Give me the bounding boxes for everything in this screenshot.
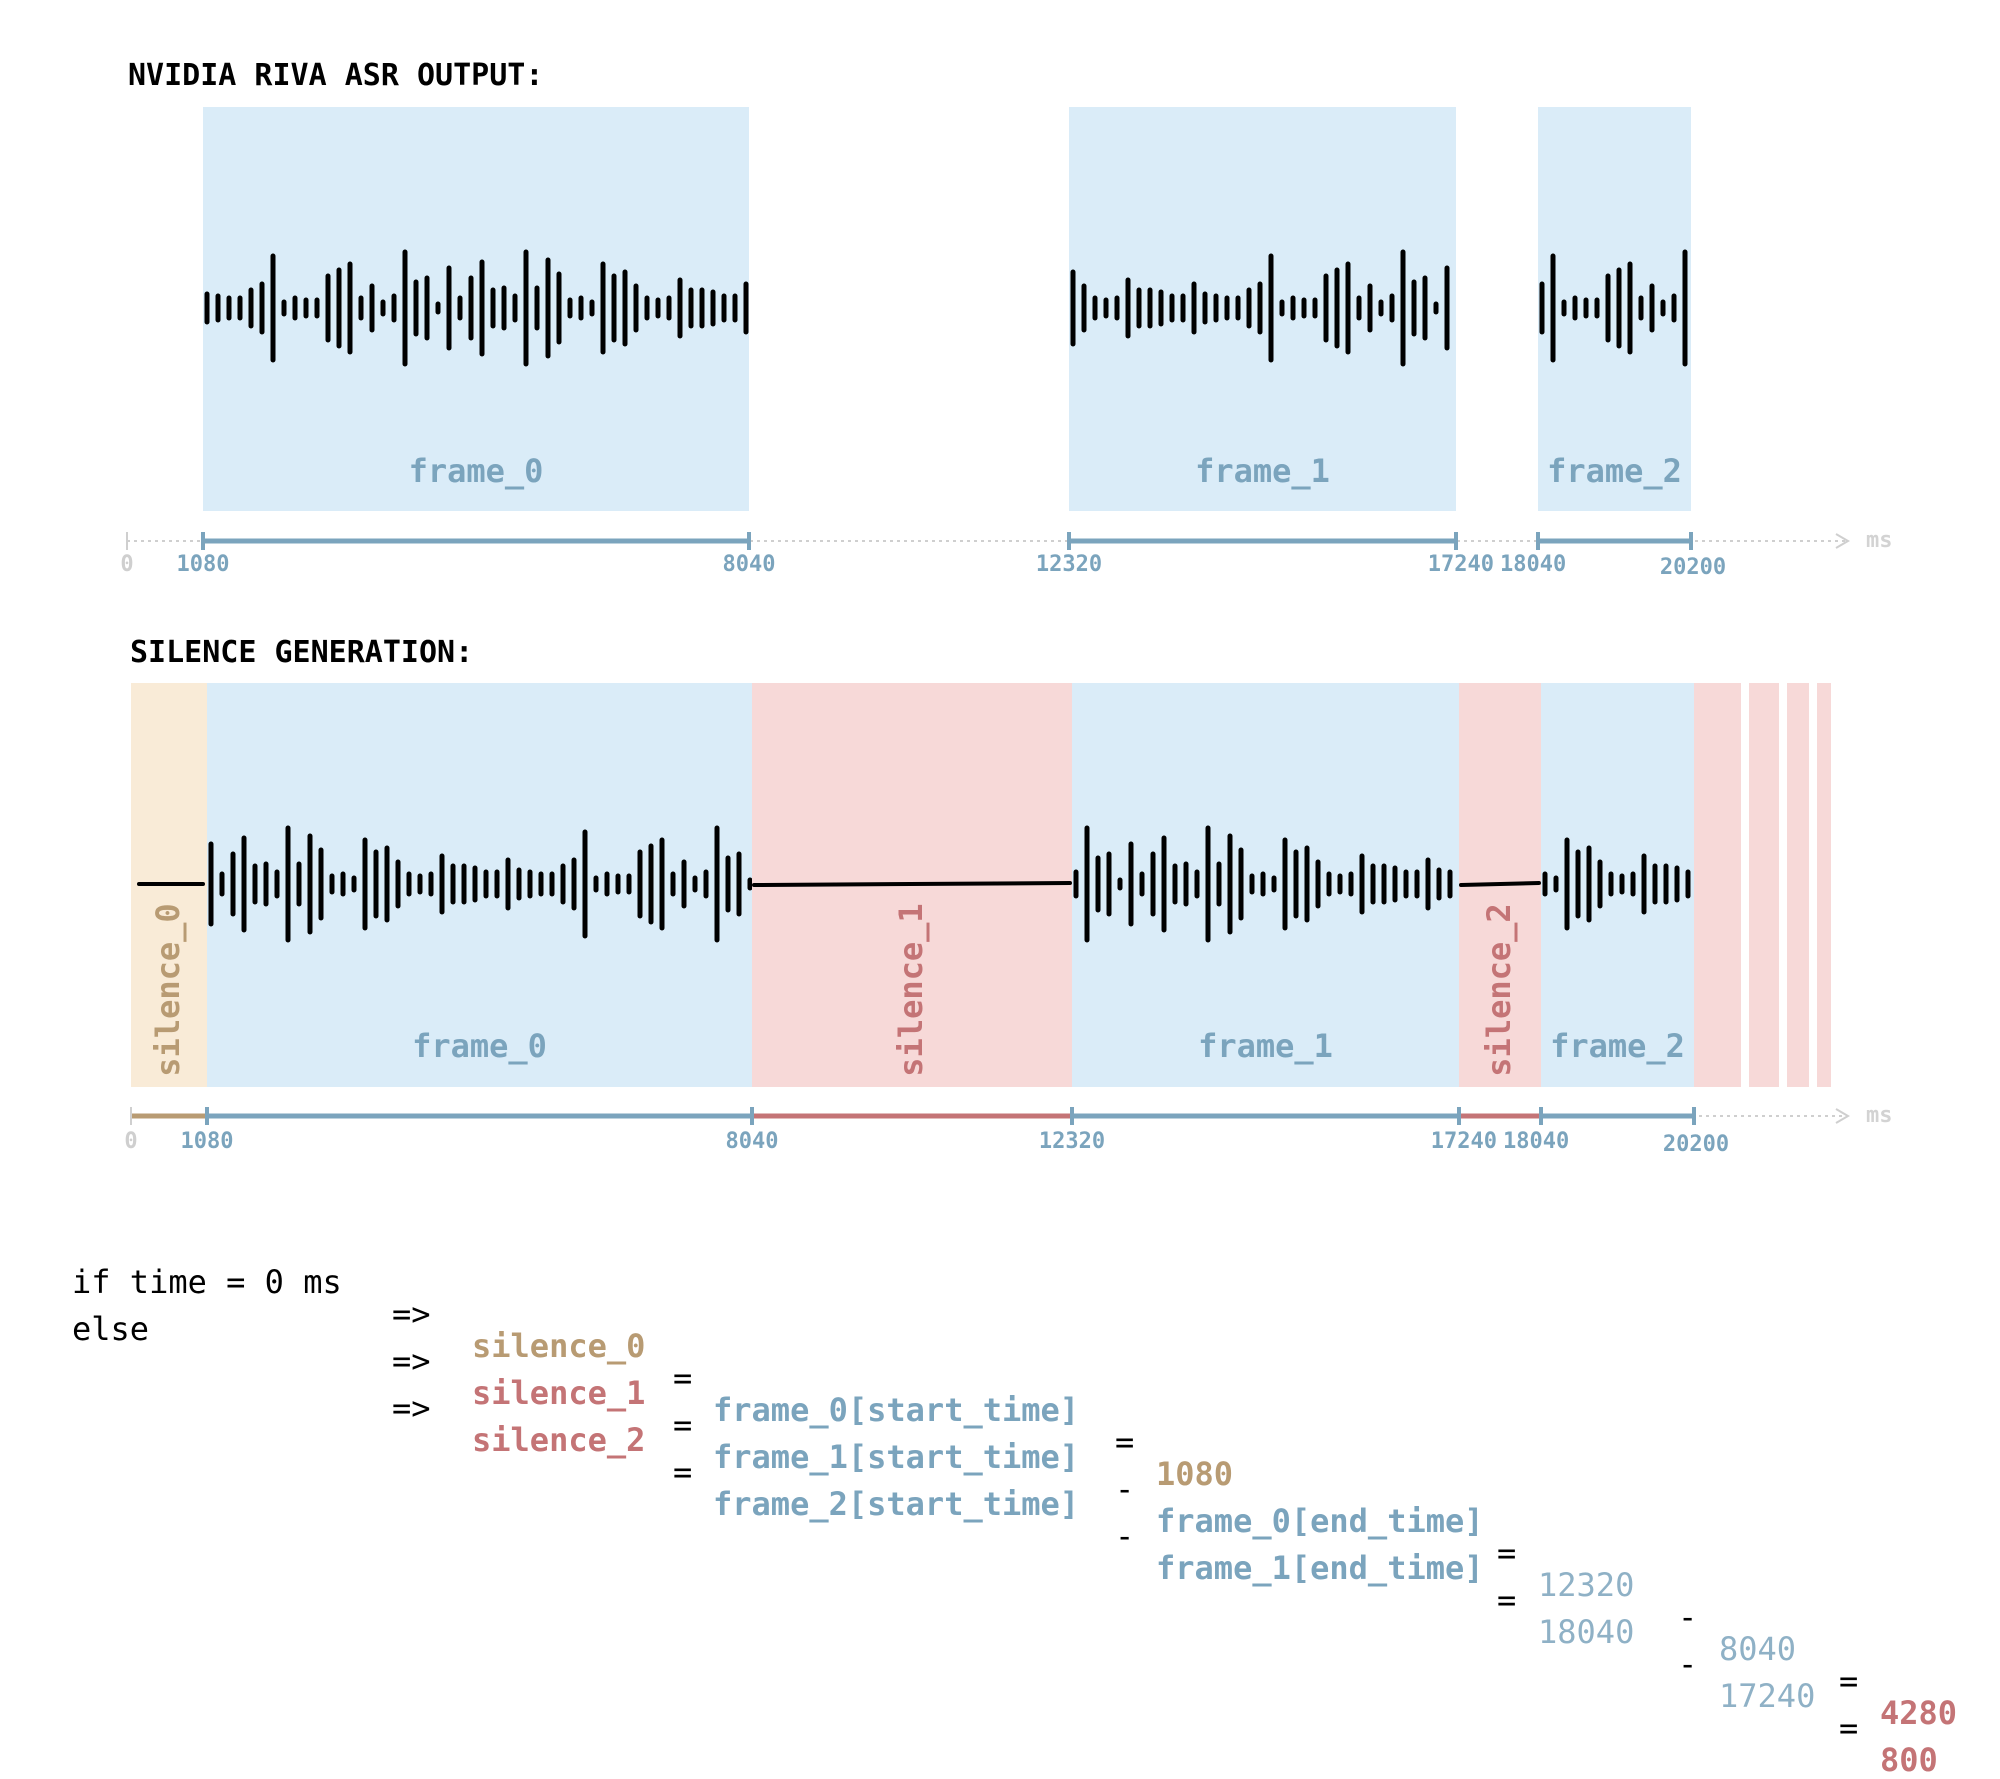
axis-arrow-icon [1835,1108,1850,1124]
formula-number: 17240 [1719,1677,1816,1715]
top-frames: frame_0 frame_1 frame_2 [203,107,1691,511]
axis-unit-label: ms [1866,528,1893,553]
silence-label: silence_0 [149,903,187,1076]
tick-label-12320: 12320 [1036,552,1102,577]
formula-number: 12320 [1538,1566,1635,1604]
formula-arrow: => [392,1342,431,1380]
trailing-silence-stripe [1694,683,1741,1087]
tick-label-8040: 8040 [726,1129,779,1154]
bottom-segment-silence-1: silence_1 [752,683,1072,1087]
bottom-segment-frame-1: frame_1 [1072,683,1459,1087]
top-panel-title: NVIDIA RIVA ASR OUTPUT: [128,58,543,93]
bottom-segment-silence-0: silence_0 [131,683,207,1087]
top-frame-0: frame_0 [203,107,749,511]
formula-minus: - [1678,1645,1698,1683]
bottom-segment-silence-2: silence_2 [1459,683,1541,1087]
formula-equals: = [1115,1423,1135,1461]
silence-line [1459,881,1541,887]
frame-label: frame_0 [409,452,544,490]
formula-equals: = [1839,1662,1859,1700]
axis-arrow-icon [1835,533,1850,549]
frame-label: frame_2 [1547,452,1682,490]
formula-prefix: if time = 0 ms [72,1263,342,1301]
tick-label-8040: 8040 [723,552,776,577]
formula-number: 8040 [1719,1630,1797,1668]
frame-label: frame_2 [1550,1027,1685,1065]
waveform [1073,825,1453,943]
formula-equals: = [1497,1534,1517,1572]
tick-label-20200: 20200 [1663,1132,1729,1157]
waveform [208,825,753,943]
bottom-segment-frame-0: frame_0 [207,683,753,1087]
tick-label-1080: 1080 [181,1129,234,1154]
tick-label-0: 0 [124,1129,137,1154]
bottom-segment-frame-2: frame_2 [1541,683,1694,1087]
formula-number: 18040 [1538,1613,1635,1651]
formula-equals: = [1839,1709,1859,1747]
formula-minus: - [1115,1470,1135,1508]
trailing-silence-stripe [1749,683,1779,1087]
frame-label: frame_0 [412,1027,547,1065]
formula-result: 1080 [1156,1455,1234,1493]
tick-label-18040: 18040 [1500,552,1566,577]
formula-lhs: silence_2 [472,1421,646,1459]
bottom-panel-title: SILENCE GENERATION: [130,635,473,670]
waveform [204,249,749,367]
diagram-canvas: NVIDIA RIVA ASR OUTPUT: frame_0 frame_1 fr… [120,58,1892,1157]
frame-label: frame_1 [1198,1027,1333,1065]
waveform [1539,249,1688,367]
frame-label: frame_1 [1195,452,1330,490]
top-frame-2: frame_2 [1538,107,1691,511]
silence-label: silence_1 [892,903,930,1076]
axis-unit-label: ms [1866,1103,1893,1128]
formula-term: frame_1[end_time] [1156,1549,1484,1587]
top-frame-1: frame_1 [1069,107,1456,511]
formula-equals: = [1497,1581,1517,1619]
tick-label-12320: 12320 [1039,1129,1105,1154]
bottom-timeline-axis: 0 1080 8040 12320 17240 18040 20200 ms [124,1103,1892,1157]
formula-arrow: => [392,1389,431,1427]
formula-lhs: silence_0 [472,1327,646,1365]
frame-box [1538,107,1691,511]
silence-label: silence_2 [1480,903,1518,1076]
formula-lhs: silence_1 [472,1374,646,1412]
bottom-segments: silence_0 frame_0 silence_1 frame_1 silence_… [131,683,1831,1087]
waveform [1070,249,1450,367]
formula-term: frame_0[start_time] [713,1391,1080,1429]
tick-label-1080: 1080 [177,552,230,577]
silence-line [752,881,1072,887]
formula-term: frame_1[start_time] [713,1438,1080,1476]
tick-label-17240: 17240 [1431,1129,1497,1154]
formula-equals: = [673,1453,693,1491]
tick-label-17240: 17240 [1428,552,1494,577]
formula-result: 4280 [1880,1694,1958,1732]
formula-minus: - [1115,1517,1135,1555]
tick-label-18040: 18040 [1503,1129,1569,1154]
formula-arrow: => [392,1295,431,1333]
trailing-silence-stripe [1787,683,1809,1087]
formula-term: frame_2[start_time] [713,1485,1080,1523]
formula-result: 800 [1880,1741,1938,1779]
waveform [1542,837,1691,931]
formula-prefix: else [72,1310,150,1348]
tick-label-0: 0 [120,552,133,577]
tick-label-20200: 20200 [1660,555,1726,580]
top-timeline-axis: 0 1080 8040 12320 17240 18040 20200 ms [120,528,1892,580]
formula-minus: - [1678,1598,1698,1636]
trailing-silence-stripe [1817,683,1831,1087]
formula-equals: = [673,1359,693,1397]
formula-term: frame_0[end_time] [1156,1502,1484,1540]
formula-line-silence-2: => silence_2 = frame_2[start_time] - fra… [72,1328,1938,1776]
